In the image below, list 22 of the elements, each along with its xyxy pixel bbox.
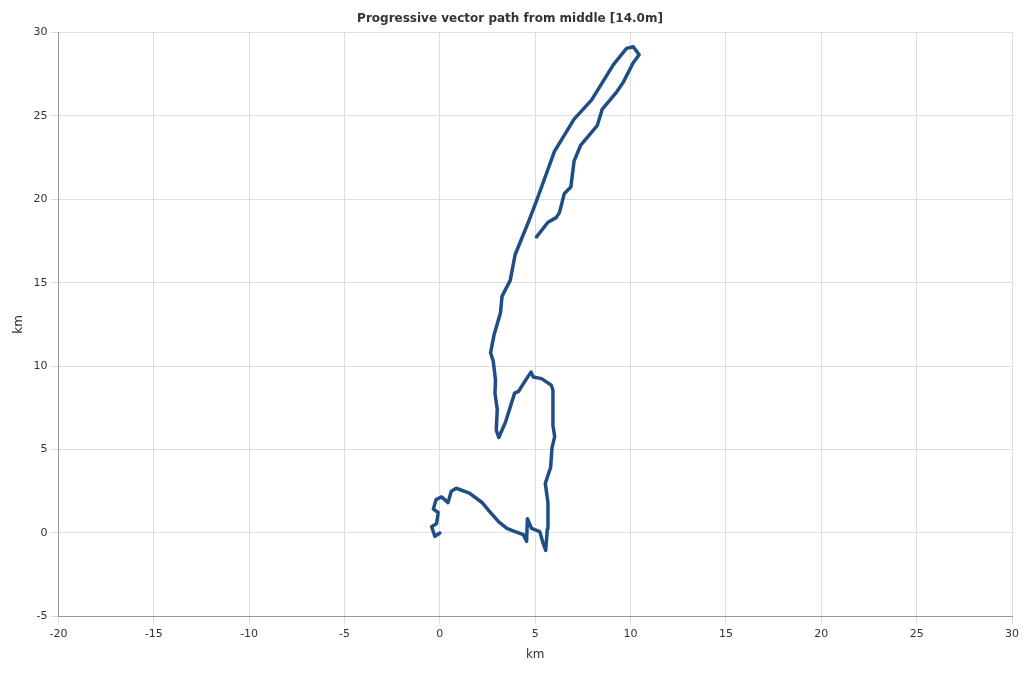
chart-title: Progressive vector path from middle [14.0m] bbox=[357, 11, 663, 26]
y-tick-label: 0 bbox=[40, 525, 48, 539]
x-tick-label: -5 bbox=[338, 626, 350, 640]
x-tick-label: 5 bbox=[531, 626, 539, 640]
y-tick-label: 20 bbox=[33, 192, 48, 206]
x-tick-label: -15 bbox=[144, 626, 163, 640]
x-tick-label: 20 bbox=[814, 626, 829, 640]
y-tick-label: 15 bbox=[33, 275, 48, 289]
y-tick-label: 5 bbox=[40, 442, 48, 456]
y-tick-label: -5 bbox=[36, 609, 48, 623]
x-tick-label: 25 bbox=[909, 626, 924, 640]
x-tick-label: -10 bbox=[240, 626, 259, 640]
x-tick-label: 30 bbox=[1005, 626, 1019, 640]
y-axis-title: km bbox=[11, 315, 26, 334]
x-tick-label: 0 bbox=[436, 626, 444, 640]
x-axis-title: km bbox=[525, 646, 545, 661]
x-tick-label: 15 bbox=[718, 626, 733, 640]
y-tick-label: 30 bbox=[33, 25, 48, 39]
x-tick-label: -20 bbox=[49, 626, 68, 640]
y-tick-label: 10 bbox=[33, 358, 48, 372]
y-tick-label: 25 bbox=[33, 108, 48, 122]
x-tick-label: 10 bbox=[623, 626, 638, 640]
